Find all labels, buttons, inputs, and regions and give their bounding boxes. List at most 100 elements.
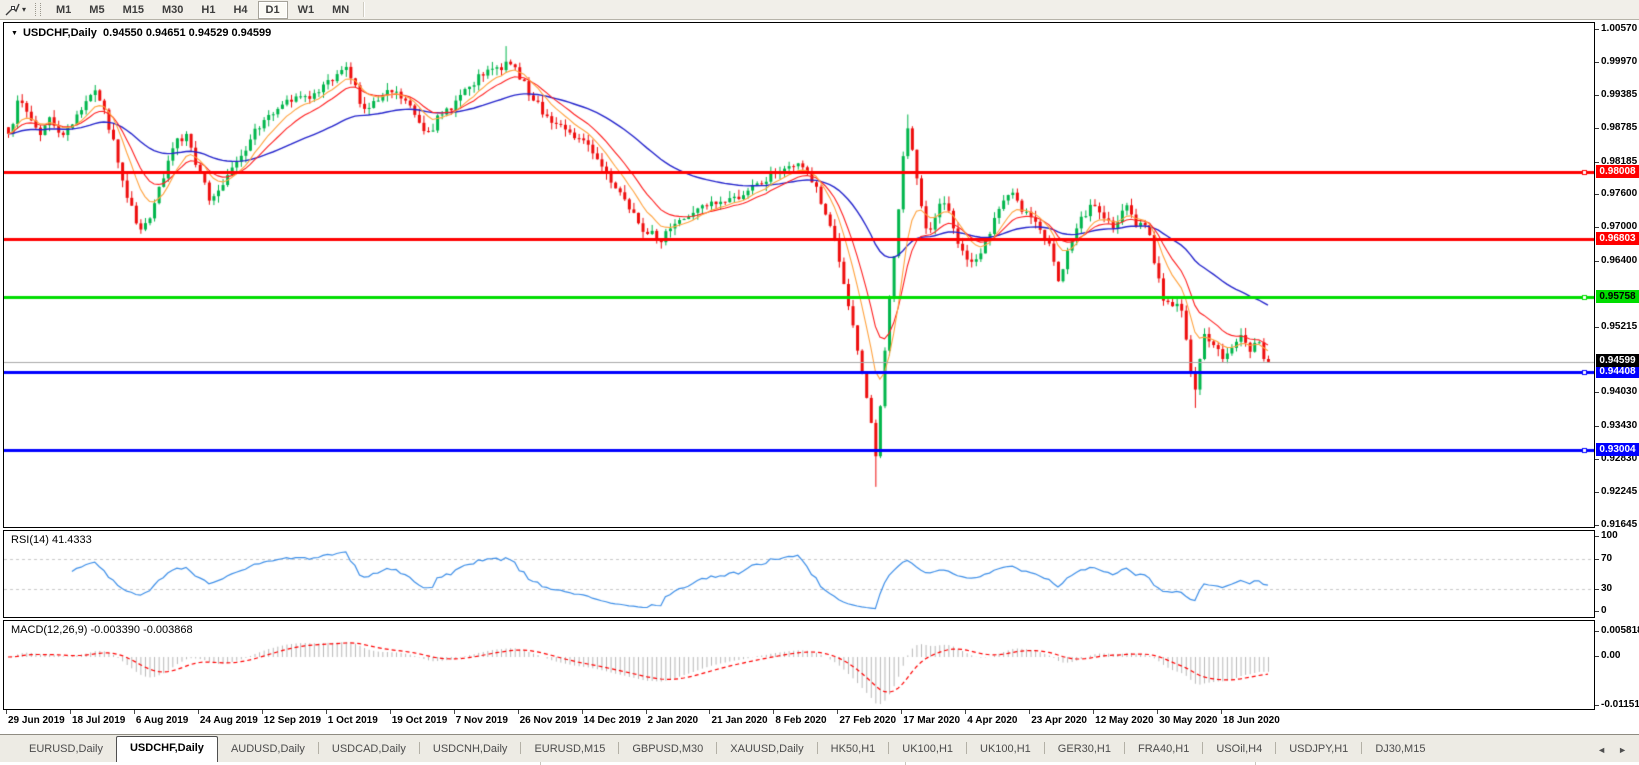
date-axis-label: 23 Apr 2020 xyxy=(1031,715,1087,726)
rsi-axis-tick-mark xyxy=(1595,536,1599,537)
tab-divider xyxy=(618,742,620,754)
chart-tab-usdchf-daily-1[interactable]: USDCHF,Daily xyxy=(115,736,218,762)
chart-title: ▼ USDCHF,Daily 0.94550 0.94651 0.94529 0.… xyxy=(11,27,271,39)
hline-price-label-0.94408[interactable]: 0.94408 xyxy=(1596,364,1639,378)
chart-tab-eurusd-daily-0[interactable]: EURUSD,Daily xyxy=(29,743,103,755)
chart-tab-uk100-h1-9[interactable]: UK100,H1 xyxy=(902,743,954,755)
price-axis-tick: 0.99970 xyxy=(1601,56,1638,68)
hline-price-label-0.95758[interactable]: 0.95758 xyxy=(1596,289,1639,303)
tab-divider xyxy=(966,742,968,754)
chart-tab-ger30-h1-11[interactable]: GER30,H1 xyxy=(1057,743,1111,755)
macd-axis-tick-mark xyxy=(1595,705,1599,707)
status-bar xyxy=(0,762,1639,765)
price-axis-tick: 0.91645 xyxy=(1601,519,1638,530)
chart-tab-uk100-h1-10[interactable]: UK100,H1 xyxy=(980,743,1031,755)
price-axis-tick-mark xyxy=(1595,29,1599,30)
rsi-axis-tick-mark xyxy=(1595,611,1599,612)
price-axis-tick-mark xyxy=(1595,425,1599,427)
date-axis-label: 14 Dec 2019 xyxy=(583,715,641,726)
date-axis-tick-mark xyxy=(69,710,71,714)
tab-divider xyxy=(520,742,522,754)
timeframe-button-h4[interactable]: H4 xyxy=(233,3,248,16)
tab-divider xyxy=(1202,742,1204,754)
dropdown-caret-icon[interactable]: ▾ xyxy=(22,5,27,14)
date-axis-tick-mark xyxy=(837,710,839,714)
date-axis-tick-mark xyxy=(1221,710,1223,714)
main-chart-panel: ▼ USDCHF,Daily 0.94550 0.94651 0.94529 0.… xyxy=(3,22,1595,528)
date-axis-label: 2 Jan 2020 xyxy=(647,715,699,726)
chart-tab-usdcad-daily-3[interactable]: USDCAD,Daily xyxy=(331,743,406,755)
line-studies-icon[interactable] xyxy=(3,2,21,18)
price-axis-tick: 0.99385 xyxy=(1601,88,1638,100)
chart-tab-usdcnh-daily-4[interactable]: USDCNH,Daily xyxy=(432,743,508,755)
date-axis-label: 24 Aug 2019 xyxy=(199,715,258,726)
date-axis-label: 18 Jun 2020 xyxy=(1223,715,1280,726)
price-axis-tick-mark xyxy=(1595,260,1599,262)
macd-panel: MACD(12,26,9) -0.003390 -0.003868 xyxy=(3,620,1595,710)
price-axis-tick: 0.94030 xyxy=(1601,386,1638,398)
toolbar-grip[interactable] xyxy=(35,3,42,16)
chart-collapse-icon[interactable]: ▼ xyxy=(11,30,18,37)
timeframe-button-m5[interactable]: M5 xyxy=(89,3,105,16)
date-axis-tick-mark xyxy=(1093,710,1095,714)
timeframe-button-m30[interactable]: M30 xyxy=(161,3,184,16)
tab-divider xyxy=(816,742,818,754)
chart-tab-usoil-h4-13[interactable]: USOil,H4 xyxy=(1216,743,1263,755)
price-axis-tick-mark xyxy=(1595,491,1599,493)
date-axis-tick-mark xyxy=(901,710,903,714)
tab-divider xyxy=(1124,742,1125,754)
date-axis-label: 12 May 2020 xyxy=(1095,715,1154,726)
chart-tab-gbpusd-m30-6[interactable]: GBPUSD,M30 xyxy=(632,743,704,755)
date-axis-tick-mark xyxy=(1157,710,1159,714)
timeframe-button-d1[interactable]: D1 xyxy=(257,0,288,19)
chart-tab-hk50-h1-8[interactable]: HK50,H1 xyxy=(830,743,876,755)
price-axis-tick: 0.92245 xyxy=(1601,485,1638,497)
timeframe-button-w1[interactable]: W1 xyxy=(297,3,315,16)
current-price-label: 0.94599 xyxy=(1596,354,1639,368)
date-axis-label: 27 Feb 2020 xyxy=(839,715,897,726)
hline-price-label-0.93004[interactable]: 0.93004 xyxy=(1596,442,1639,456)
timeframe-button-group: M1 M5 M15 M30 H1 H4 D1 W1 MN xyxy=(47,0,358,19)
hline-price-label-0.98008[interactable]: 0.98008 xyxy=(1596,164,1639,178)
chart-tab-usdjpy-h1-14[interactable]: USDJPY,H1 xyxy=(1289,743,1349,755)
main-chart-canvas[interactable] xyxy=(4,23,1594,527)
tab-divider xyxy=(888,742,890,754)
hline-price-label-0.96803[interactable]: 0.96803 xyxy=(1596,231,1639,245)
tab-scroll-right-icon[interactable]: ► xyxy=(1618,745,1627,755)
tab-scroll-left-icon[interactable]: ◄ xyxy=(1597,745,1607,755)
rsi-chart-canvas[interactable] xyxy=(4,531,1594,617)
date-axis-tick-mark xyxy=(133,710,135,714)
price-axis-tick: 1.00570 xyxy=(1601,23,1638,34)
macd-axis-tick-mark xyxy=(1595,631,1599,632)
date-axis-label: 30 May 2020 xyxy=(1159,715,1218,726)
rsi-axis-tick: 70 xyxy=(1601,552,1613,564)
macd-chart-canvas[interactable] xyxy=(4,621,1594,709)
chart-tab-eurusd-m15-5[interactable]: EURUSD,M15 xyxy=(534,743,606,755)
macd-axis-tick: 0.00 xyxy=(1601,650,1621,661)
rsi-axis-tick-mark xyxy=(1595,558,1599,560)
price-axis-tick-mark xyxy=(1595,525,1599,526)
macd-axis-tick: -0.011514 xyxy=(1601,699,1639,711)
date-axis-label: 21 Jan 2020 xyxy=(711,715,768,726)
timeframe-button-m15[interactable]: M15 xyxy=(122,3,144,16)
rsi-panel: RSI(14) 41.4333 xyxy=(3,530,1595,618)
chart-tab-xauusd-daily-7[interactable]: XAUUSD,Daily xyxy=(730,743,804,755)
timeframe-button-mn[interactable]: MN xyxy=(332,3,350,16)
date-axis-label: 18 Jul 2019 xyxy=(71,715,126,726)
macd-axis-tick-mark xyxy=(1595,656,1599,657)
price-axis-tick-mark xyxy=(1595,392,1599,394)
date-axis-label: 8 Feb 2020 xyxy=(775,715,827,726)
timeframe-button-h1[interactable]: H1 xyxy=(201,3,216,16)
tab-divider xyxy=(317,742,319,754)
date-axis-label: 29 Jun 2019 xyxy=(8,715,65,726)
chart-tab-audusd-daily-2[interactable]: AUDUSD,Daily xyxy=(230,743,305,755)
chart-tab-fra40-h1-12[interactable]: FRA40,H1 xyxy=(1138,743,1190,755)
toolbar: ▾ M1 M5 M15 M30 H1 H4 D1 W1 MN xyxy=(0,0,1639,20)
chart-tab-dj30-m15-15[interactable]: DJ30,M15 xyxy=(1375,743,1426,755)
rsi-axis-tick: 30 xyxy=(1601,582,1613,594)
price-axis-tick-mark xyxy=(1595,227,1599,229)
price-axis-tick-mark xyxy=(1595,128,1599,130)
timeframe-button-m1[interactable]: M1 xyxy=(56,3,72,16)
date-axis-tick-mark xyxy=(773,710,775,714)
